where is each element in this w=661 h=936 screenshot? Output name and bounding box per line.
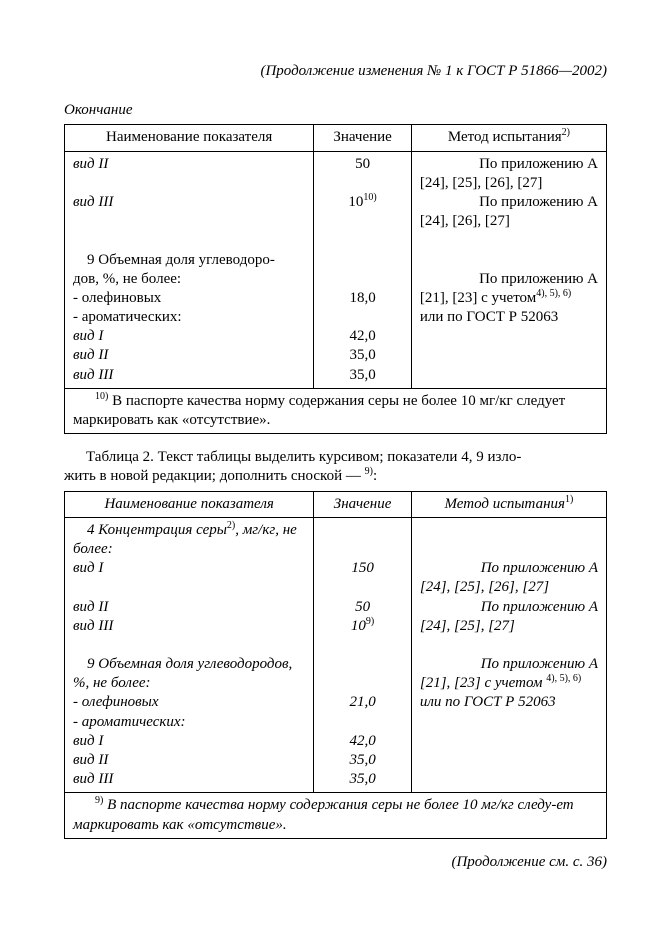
table-1-body-row: вид II вид III 9 Объемная доля углеводор… [65, 151, 607, 388]
t2-h-name: Наименование показателя [65, 491, 314, 517]
t1-sec9-l2: дов, %, не более: [73, 270, 305, 289]
t2-vidI: вид I [73, 559, 305, 578]
t2-vidI-val: 150 [322, 559, 403, 578]
t2-sec9-l1: 9 Объемная доля углеводородов, [73, 655, 305, 674]
table-2-header-row: Наименование показателя Значение Метод и… [65, 491, 607, 517]
t1-olef-val: 18,0 [322, 289, 403, 308]
t2-vidIII-val: 109) [322, 617, 403, 636]
t2-vidIII: вид III [73, 617, 305, 636]
between-a: Таблица 2. Текст таблицы выделить курсив… [86, 449, 521, 465]
t2-arom-vidIII: вид III [73, 770, 305, 789]
t2-m1-l1: По приложению А [420, 559, 598, 578]
t1-m2-l1: По приложению А [420, 193, 598, 212]
t2-sec4-l1: 4 Концентрация серы2), мг/кг, не [73, 521, 305, 540]
t1-olef: - олефиновых [73, 289, 305, 308]
table-1: Наименование показателя Значение Метод и… [64, 124, 607, 434]
t2-fn-text: В паспорте качества норму содержания сер… [73, 797, 574, 832]
between-tail: : [373, 468, 377, 484]
t1-vid3: вид III [73, 193, 305, 212]
t1-m1-l1: По приложению А [420, 155, 598, 174]
t1-h-method-text: Метод испытания [448, 129, 562, 145]
table-1-footnote-row: 10) В паспорте качества норму содержания… [65, 388, 607, 433]
page-header: (Продолжение изменения № 1 к ГОСТ Р 5186… [64, 62, 607, 81]
t2-olef: - олефиновых [73, 693, 305, 712]
t2-sec4-l2: более: [73, 540, 305, 559]
table-2: Наименование показателя Значение Метод и… [64, 491, 607, 839]
t1-h-method-sup: 2) [562, 127, 570, 138]
t1-arom-vidIII: вид III [73, 366, 305, 385]
t1-arom-vidI: вид I [73, 327, 305, 346]
t2-m2-l2: [24], [25], [27] [420, 617, 598, 636]
t1-sec9-l1: 9 Объемная доля углеводоро- [73, 251, 305, 270]
t2-m3-l3: или по ГОСТ Р 52063 [420, 693, 598, 712]
t2-olef-val: 21,0 [322, 693, 403, 712]
t2-arom: - ароматических: [73, 713, 305, 732]
table-1-header-row: Наименование показателя Значение Метод и… [65, 125, 607, 151]
t1-m3-l3: или по ГОСТ Р 52063 [420, 308, 598, 327]
between-b: жить в новой редакции; дополнить сноской… [64, 468, 365, 484]
t2-arom-vidII: вид II [73, 751, 305, 770]
t1-vid2-val: 50 [322, 155, 403, 174]
t2-aromI-val: 42,0 [322, 732, 403, 751]
t1-vid2: вид II [73, 155, 305, 174]
t1-m3-l1: По приложению А [420, 270, 598, 289]
t2-vidII-val: 50 [322, 598, 403, 617]
t2-m2-l1: По приложению А [420, 598, 598, 617]
t1-h-value: Значение [314, 125, 412, 151]
t2-m3-l2: [21], [23] с учетом 4), 5), 6) [420, 674, 598, 693]
t1-arom: - ароматических: [73, 308, 305, 327]
t1-m2-l2: [24], [26], [27] [420, 212, 598, 231]
t1-h-name: Наименование показателя [65, 125, 314, 151]
t2-aromIII-val: 35,0 [322, 770, 403, 789]
t2-aromII-val: 35,0 [322, 751, 403, 770]
t1-vid3-val: 1010) [322, 193, 403, 212]
t1-vidI-val: 42,0 [322, 327, 403, 346]
t1-m1-l2: [24], [25], [26], [27] [420, 174, 598, 193]
t1-arom-vidII: вид II [73, 346, 305, 365]
between-sup: 9) [365, 466, 373, 477]
t2-arom-vidI: вид I [73, 732, 305, 751]
t2-m1-l2: [24], [25], [26], [27] [420, 578, 598, 597]
t2-vidII: вид II [73, 598, 305, 617]
t2-h-method: Метод испытания1) [411, 491, 606, 517]
t1-fn-sup: 10) [95, 391, 108, 402]
between-text: Таблица 2. Текст таблицы выделить курсив… [64, 448, 607, 486]
t2-sec9-l2: %, не более: [73, 674, 305, 693]
table-2-body-row: 4 Концентрация серы2), мг/кг, не более: … [65, 517, 607, 793]
t2-h-value: Значение [314, 491, 412, 517]
table-2-footnote-row: 9) В паспорте качества норму содержания … [65, 793, 607, 838]
t2-m3-l1: По приложению А [420, 655, 598, 674]
page-footer: (Продолжение см. с. 36) [64, 853, 607, 872]
t1-vidII-val: 35,0 [322, 346, 403, 365]
okonchanie-label: Окончание [64, 101, 607, 120]
t1-vidIII-val: 35,0 [322, 366, 403, 385]
t1-m3-l2: [21], [23] с учетом4), 5), 6) [420, 289, 598, 308]
t1-h-method: Метод испытания2) [411, 125, 606, 151]
t1-fn-text: В паспорте качества норму содержания сер… [73, 393, 565, 428]
